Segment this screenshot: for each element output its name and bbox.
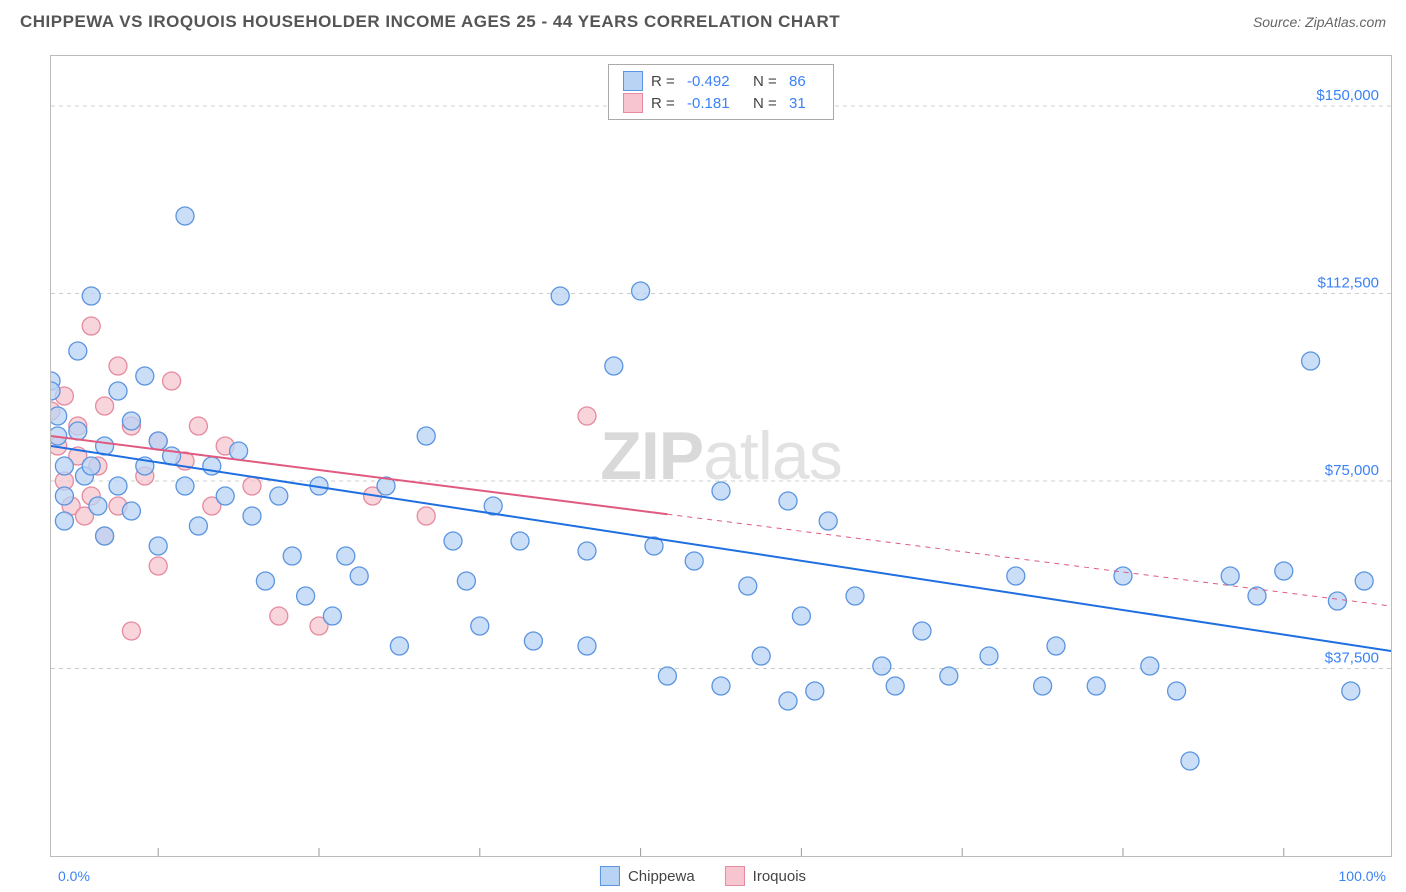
legend-swatch-iroquois: [725, 866, 745, 886]
x-axis-min-label: 0.0%: [58, 868, 90, 884]
svg-text:$37,500: $37,500: [1325, 650, 1379, 667]
x-axis-max-label: 100.0%: [1339, 868, 1386, 884]
svg-text:$150,000: $150,000: [1316, 87, 1379, 104]
chart-plot-area: ZIPatlas $37,500$75,000$112,500$150,000 …: [50, 55, 1392, 857]
stats-swatch-chippewa: [623, 71, 643, 91]
legend-swatch-chippewa: [600, 866, 620, 886]
legend-item-iroquois: Iroquois: [725, 866, 806, 886]
scatter-plot-svg: $37,500 $75,000 $112,500 $150,000: [51, 56, 1391, 856]
svg-text:$75,000: $75,000: [1325, 462, 1379, 479]
svg-text:$112,500: $112,500: [1318, 275, 1379, 292]
legend-item-chippewa: Chippewa: [600, 866, 695, 886]
series-legend: Chippewa Iroquois: [600, 866, 806, 886]
correlation-stats-box: R = -0.492 N = 86 R = -0.181 N = 31: [608, 64, 834, 120]
stats-swatch-iroquois: [623, 93, 643, 113]
chart-title: CHIPPEWA VS IROQUOIS HOUSEHOLDER INCOME …: [20, 12, 840, 32]
source-attribution: Source: ZipAtlas.com: [1253, 14, 1386, 30]
